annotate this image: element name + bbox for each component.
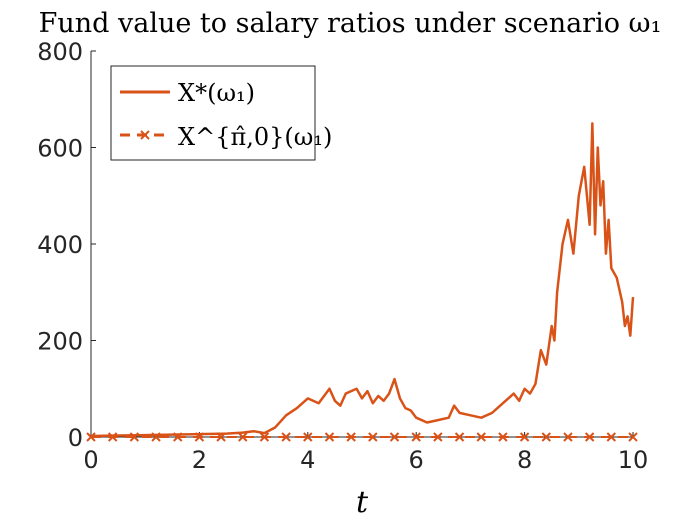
x-tick-label: 0 bbox=[83, 446, 98, 474]
x-tick-label: 2 bbox=[192, 446, 207, 474]
y-tick-label: 400 bbox=[37, 231, 83, 259]
series-2-marker bbox=[238, 432, 248, 442]
series-2-marker bbox=[563, 432, 573, 442]
series-2-marker bbox=[541, 432, 551, 442]
y-tick-label: 0 bbox=[68, 424, 83, 452]
series-2-marker bbox=[86, 432, 96, 442]
series-2-marker bbox=[259, 432, 270, 442]
legend-marker-2 bbox=[140, 130, 150, 140]
series-2-marker bbox=[476, 432, 486, 442]
x-tick-label: 4 bbox=[300, 446, 315, 474]
legend-label-2: X^{π̂,0}(ω₁) bbox=[178, 123, 332, 151]
y-tick-label: 800 bbox=[37, 38, 83, 66]
legend: X*(ω₁) X^{π̂,0}(ω₁) bbox=[110, 65, 332, 161]
y-tick-label: 600 bbox=[37, 135, 83, 163]
series-layer bbox=[86, 122, 638, 442]
series-2-marker bbox=[324, 432, 335, 442]
series-2-marker bbox=[303, 432, 313, 442]
series-2-marker bbox=[498, 432, 508, 442]
series-2-marker bbox=[281, 432, 291, 442]
y-tick-label: 200 bbox=[37, 328, 83, 356]
ticks: 0 2 4 6 8 10 0 200 400 600 800 bbox=[37, 38, 648, 474]
series-2-marker bbox=[411, 432, 421, 442]
legend-marker-x bbox=[140, 130, 150, 140]
series-2-marker bbox=[433, 432, 443, 442]
series-2-marker bbox=[606, 432, 617, 442]
x-tick-label: 10 bbox=[618, 446, 649, 474]
series-2-marker bbox=[107, 432, 118, 442]
x-tick-label: 8 bbox=[517, 446, 532, 474]
series-2-marker bbox=[584, 432, 595, 442]
series-2-marker bbox=[389, 432, 400, 442]
series-2-marker bbox=[519, 432, 530, 442]
series-2-marker bbox=[368, 432, 378, 442]
series-2-marker bbox=[628, 432, 638, 442]
series-2-marker bbox=[454, 432, 465, 442]
series-2-marker bbox=[346, 432, 356, 442]
legend-box bbox=[110, 65, 316, 161]
series-1-line bbox=[90, 122, 635, 438]
chart-title: Fund value to salary ratios under scenar… bbox=[39, 8, 662, 39]
x-tick-label: 6 bbox=[409, 446, 424, 474]
x-axis-label: t bbox=[356, 485, 369, 520]
legend-label-1: X*(ω₁) bbox=[178, 79, 255, 107]
